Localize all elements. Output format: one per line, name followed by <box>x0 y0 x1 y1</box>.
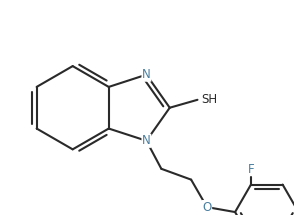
Text: N: N <box>142 68 151 81</box>
Text: O: O <box>202 201 212 214</box>
Text: N: N <box>142 134 151 147</box>
Text: F: F <box>248 163 254 176</box>
Text: SH: SH <box>201 93 217 106</box>
